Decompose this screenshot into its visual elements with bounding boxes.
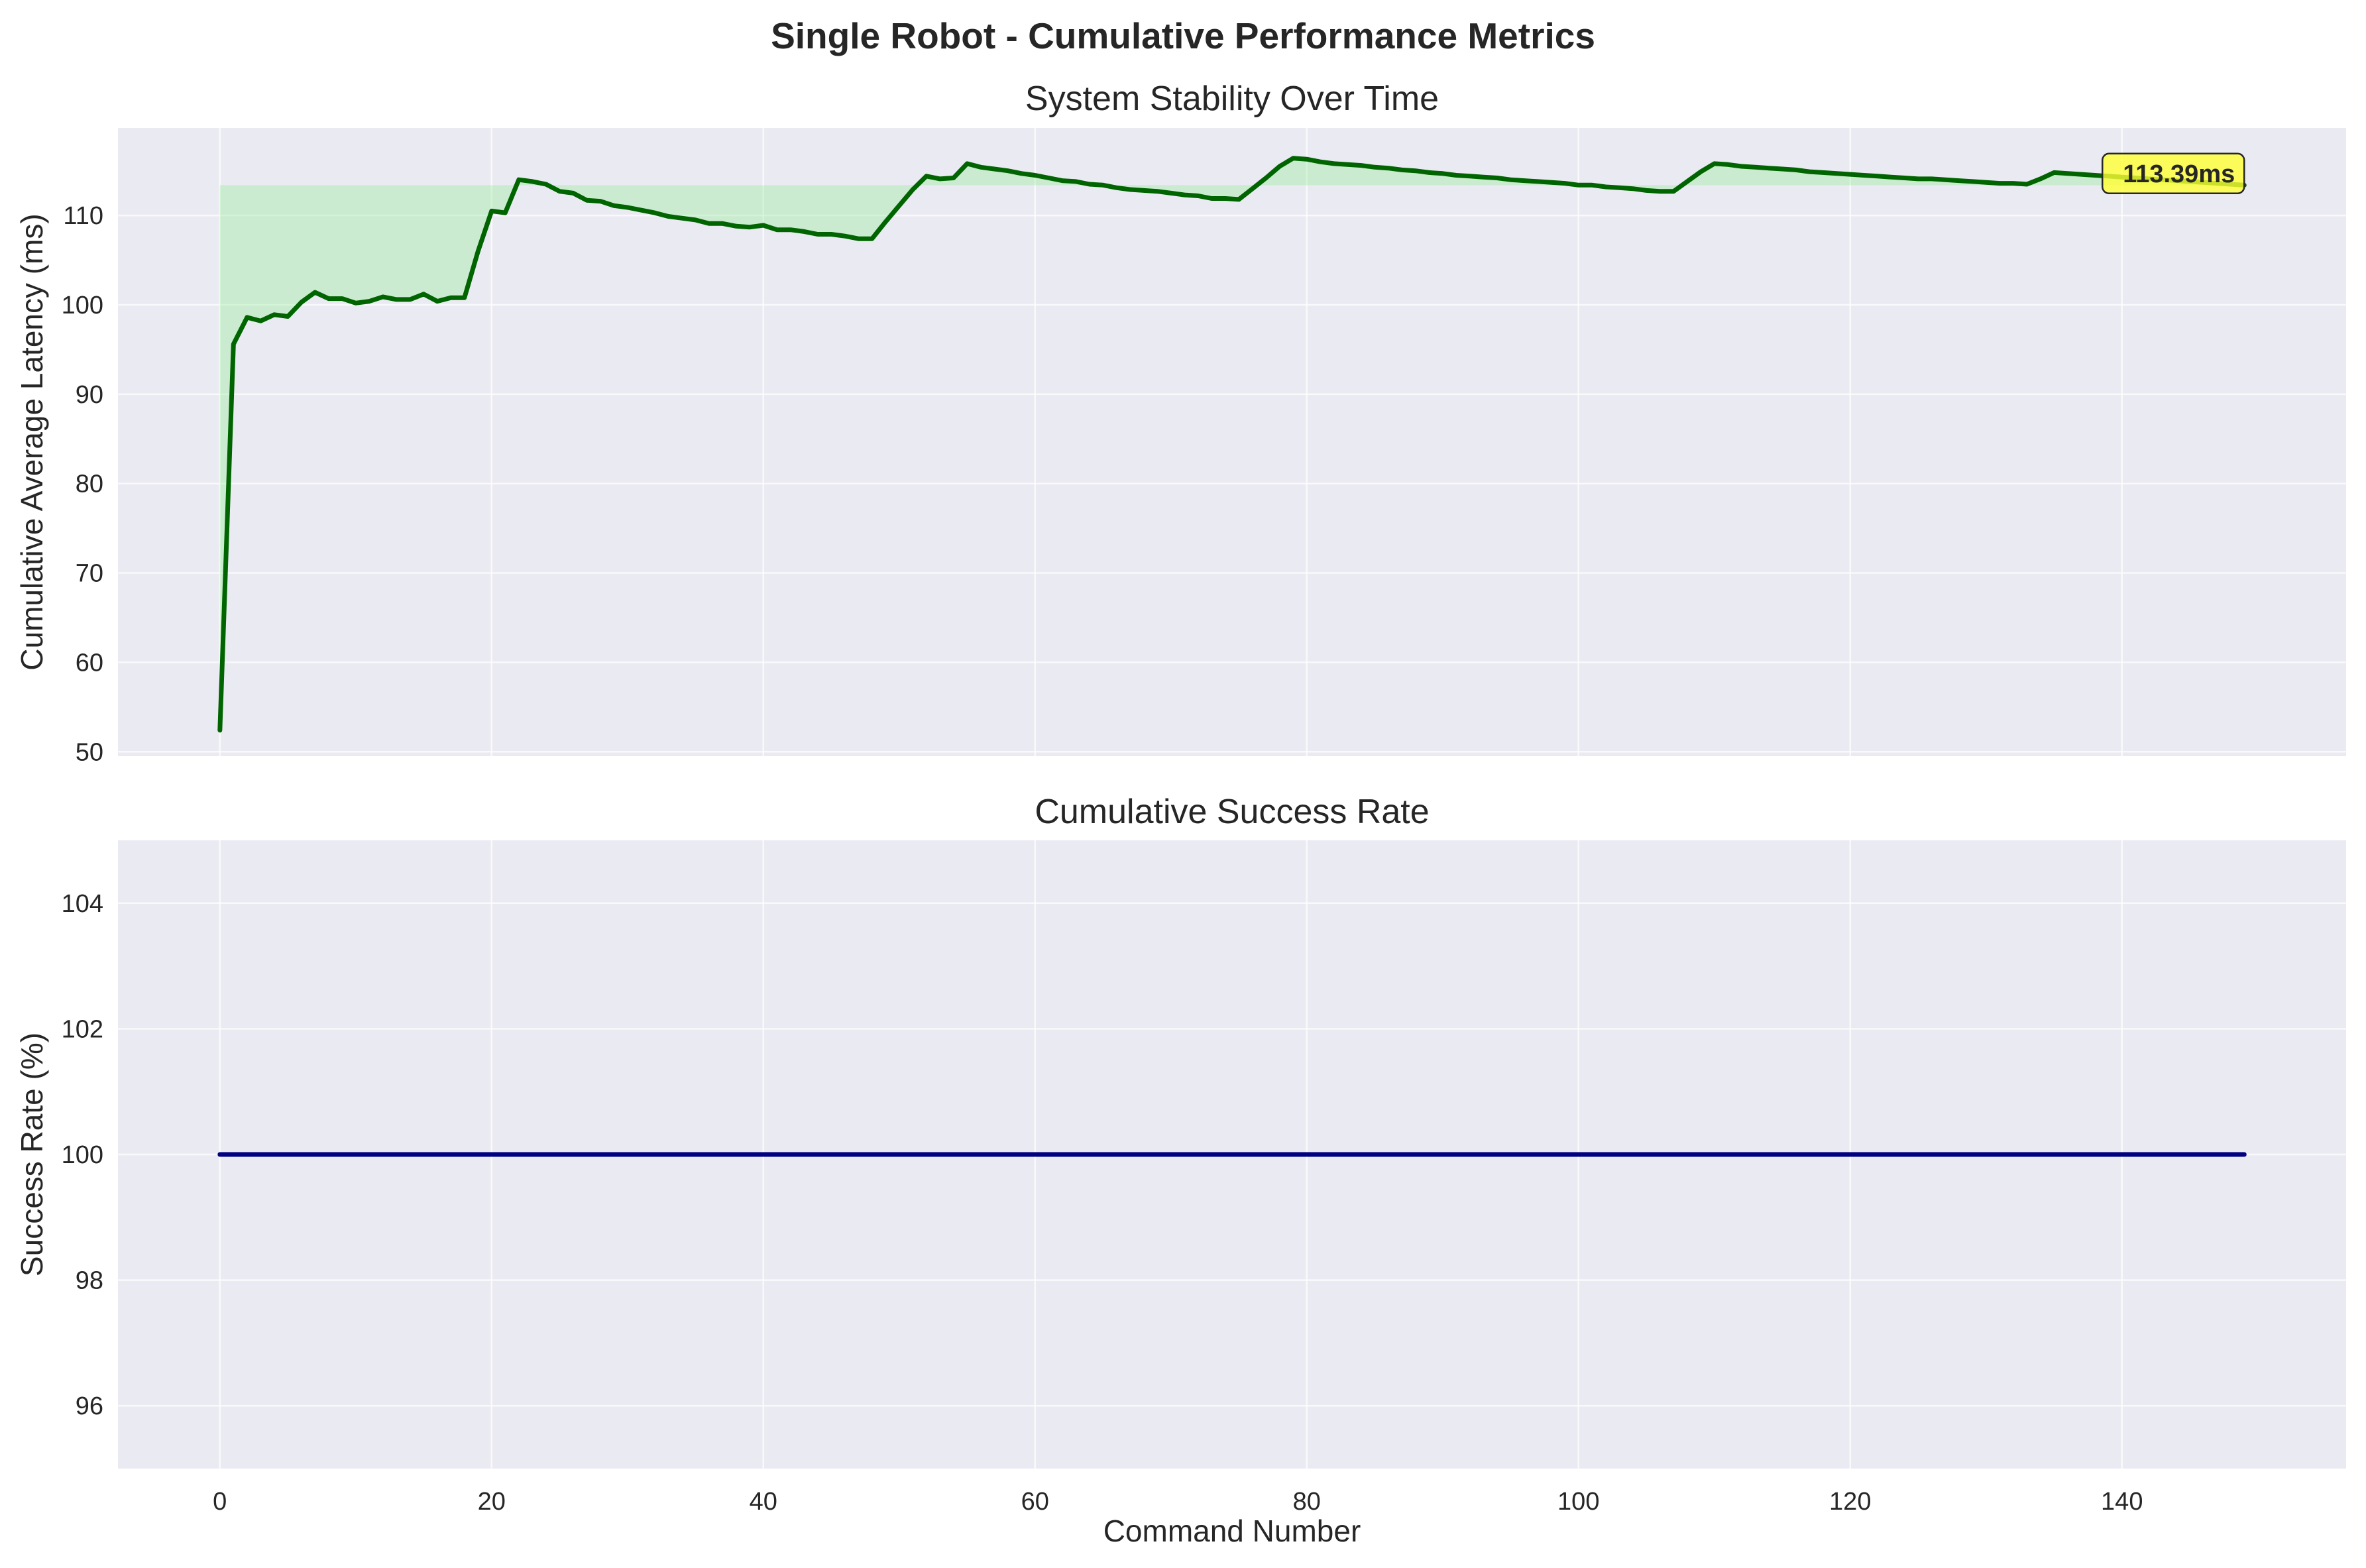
x-tick-label: 40	[750, 1488, 777, 1516]
latency-y-axis-label: Cumulative Average Latency (ms)	[15, 213, 49, 670]
x-tick-label: 80	[1293, 1488, 1321, 1516]
success-y-ticks: 96 98 100 102 104	[62, 890, 103, 1420]
x-tick-label: 120	[1829, 1488, 1871, 1516]
y-tick-label: 100	[62, 1141, 103, 1169]
x-tick-label: 0	[213, 1488, 227, 1516]
figure-title: Single Robot - Cumulative Performance Me…	[771, 15, 1595, 56]
final-latency-annotation: 113.39ms	[2102, 152, 2245, 195]
y-tick-label: 98	[76, 1267, 103, 1295]
x-tick-label: 20	[478, 1488, 506, 1516]
success-chart-title: Cumulative Success Rate	[1035, 793, 1429, 831]
annotation-text: 113.39ms	[2123, 160, 2235, 188]
latency-y-ticks: 50 60 70 80 90 100 110	[62, 202, 103, 766]
latency-deviation-fill	[219, 158, 2245, 730]
x-tick-label: 60	[1021, 1488, 1049, 1516]
x-axis-label: Command Number	[1103, 1514, 1361, 1548]
y-tick-label: 60	[76, 649, 103, 677]
y-tick-label: 70	[76, 560, 103, 588]
y-tick-label: 104	[62, 890, 103, 918]
y-tick-label: 90	[76, 381, 103, 409]
x-tick-label: 140	[2101, 1488, 2143, 1516]
y-tick-label: 110	[63, 202, 103, 230]
success-x-ticks: 0 20 40 60 80 100 120 140	[213, 1488, 2143, 1516]
latency-panel: 50 60 70 80 90 100 110 System Stability Over T…	[15, 80, 2346, 766]
y-tick-label: 50	[76, 738, 103, 766]
success-y-axis-label: Success Rate (%)	[15, 1033, 49, 1276]
x-tick-label: 100	[1557, 1488, 1599, 1516]
y-tick-label: 80	[76, 471, 103, 498]
success-panel: 96 98 100 102 104 0 20 40 60 80 100 120 140 Cumulat…	[15, 793, 2346, 1548]
y-tick-label: 102	[62, 1015, 103, 1043]
latency-series-line	[217, 156, 2247, 733]
annotation-box	[2102, 152, 2245, 195]
y-tick-label: 100	[62, 292, 103, 319]
latency-chart-title: System Stability Over Time	[1025, 80, 1439, 118]
latency-plot-area	[118, 128, 2346, 756]
y-tick-label: 96	[76, 1392, 103, 1420]
